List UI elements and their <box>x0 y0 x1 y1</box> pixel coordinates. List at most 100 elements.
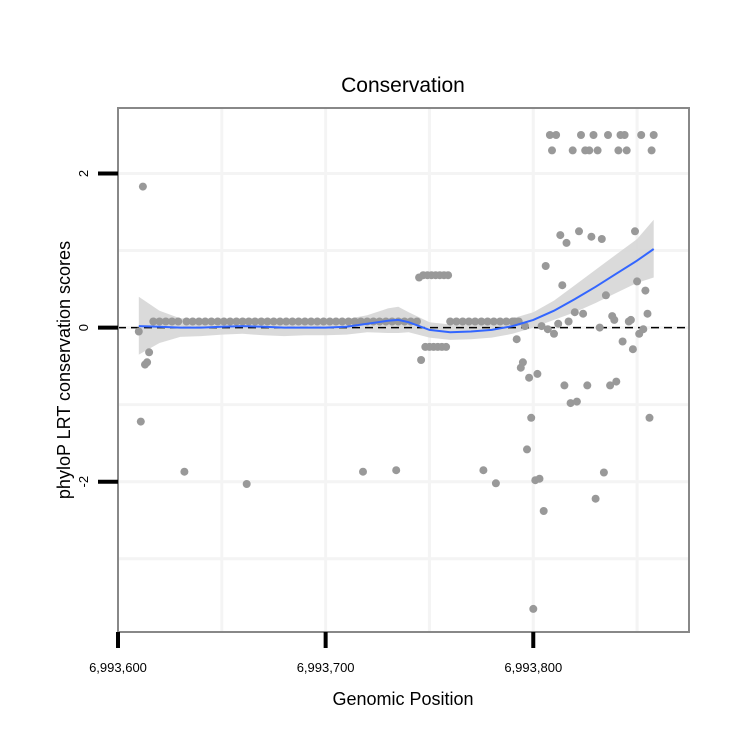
data-point <box>338 317 347 326</box>
data-point <box>556 231 565 240</box>
panel-border <box>117 107 690 633</box>
data-point <box>313 317 322 326</box>
data-point <box>579 309 588 318</box>
data-point <box>145 348 154 357</box>
data-point <box>219 317 228 326</box>
data-point <box>251 317 259 326</box>
data-point <box>195 317 203 326</box>
data-point <box>244 317 253 326</box>
data-point <box>518 358 527 367</box>
data-point <box>134 327 143 336</box>
data-point <box>483 317 492 326</box>
data-point <box>545 131 554 139</box>
data-point <box>523 445 531 454</box>
data-point <box>595 323 604 332</box>
data-point <box>614 146 623 155</box>
data-point <box>477 317 486 326</box>
data-point <box>238 317 247 326</box>
data-point <box>577 131 585 139</box>
data-point <box>589 131 598 139</box>
data-point <box>541 262 550 270</box>
data-point <box>496 317 505 326</box>
y-axis: -2 0 2 <box>76 170 118 488</box>
data-point <box>568 146 577 155</box>
x-tick-label: 6,993,600 <box>89 660 147 675</box>
y-tick-label: -2 <box>76 476 91 488</box>
data-point <box>633 277 642 286</box>
data-point <box>620 131 629 139</box>
data-point <box>344 317 353 326</box>
y-axis-label: phyloP LRT conservation scores <box>54 241 74 499</box>
x-axis-label: Genomic Position <box>332 689 473 709</box>
data-point <box>276 317 284 326</box>
data-point <box>489 317 498 326</box>
data-point <box>533 369 542 378</box>
data-point <box>479 466 488 475</box>
data-point <box>294 317 303 326</box>
data-point <box>618 337 627 346</box>
smooth-trend-line <box>138 248 655 334</box>
data-point <box>149 317 158 326</box>
data-point <box>452 317 461 326</box>
data-point <box>143 358 152 367</box>
data-point <box>307 317 316 326</box>
data-point <box>587 232 596 241</box>
data-point <box>257 317 266 326</box>
data-point <box>647 146 656 155</box>
y-tick-label: 2 <box>76 170 91 177</box>
data-point <box>512 335 521 344</box>
data-point <box>612 377 621 386</box>
data-point <box>601 291 610 300</box>
data-point <box>136 417 145 426</box>
data-point <box>242 480 251 488</box>
data-point <box>570 308 579 317</box>
data-point <box>319 317 328 326</box>
data-point <box>535 474 544 483</box>
data-point <box>201 317 210 326</box>
data-point <box>604 131 612 139</box>
data-point <box>350 317 359 326</box>
data-point <box>591 494 600 503</box>
data-point <box>288 317 297 326</box>
data-point <box>161 317 170 326</box>
data-point <box>269 317 278 326</box>
data-point <box>168 317 176 326</box>
data-point <box>521 322 529 331</box>
data-point <box>232 317 241 326</box>
data-point <box>207 317 216 326</box>
data-point <box>628 345 637 354</box>
data-point <box>622 146 631 155</box>
data-point <box>626 315 635 324</box>
data-point <box>593 146 602 155</box>
data-point <box>529 604 538 613</box>
data-point <box>606 381 615 390</box>
data-point <box>641 286 650 295</box>
data-point <box>444 271 453 280</box>
data-point <box>188 317 197 326</box>
data-point <box>597 235 606 243</box>
data-point <box>359 467 367 476</box>
data-point <box>560 381 569 390</box>
data-point <box>637 131 646 139</box>
data-point <box>525 373 534 382</box>
data-point <box>550 329 558 338</box>
data-point <box>491 479 500 488</box>
data-point <box>138 182 147 191</box>
data-point <box>599 468 608 477</box>
data-point <box>575 227 583 236</box>
data-point <box>417 356 426 364</box>
data-point <box>583 381 592 390</box>
data-point <box>442 342 451 351</box>
data-point <box>552 131 561 139</box>
data-point <box>543 325 552 334</box>
data-point <box>572 397 581 406</box>
data-point <box>585 146 594 155</box>
plot-panel <box>118 108 689 632</box>
data-point <box>263 317 272 326</box>
data-point <box>282 317 291 326</box>
data-point <box>539 507 548 515</box>
data-point <box>213 317 222 326</box>
data-point <box>458 317 467 326</box>
data-point <box>639 325 648 334</box>
